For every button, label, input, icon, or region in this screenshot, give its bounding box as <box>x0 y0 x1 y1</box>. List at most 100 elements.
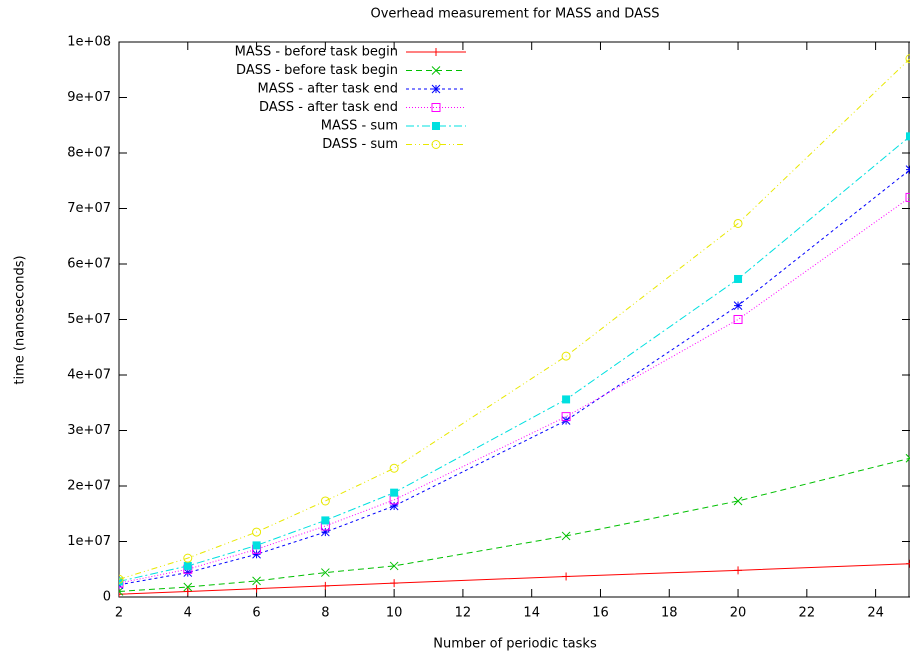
series-line <box>119 457 910 592</box>
x-tick-label: 4 <box>184 606 192 621</box>
marker <box>562 572 571 581</box>
plot-frame <box>118 41 910 598</box>
marker-shape <box>562 395 571 404</box>
y-tick-label: 3e+07 <box>67 423 111 438</box>
marker <box>390 579 399 588</box>
marker <box>183 587 192 596</box>
marker <box>252 584 261 593</box>
y-tick-label: 2e+07 <box>67 479 111 494</box>
series-line <box>119 196 910 584</box>
marker <box>905 453 910 463</box>
marker-shape <box>905 54 910 64</box>
marker-shape <box>252 527 262 537</box>
marker <box>252 576 261 586</box>
x-tick-label: 16 <box>592 606 609 621</box>
x-tick-label: 22 <box>799 606 816 621</box>
legend-label: DASS - before task begin <box>236 63 398 78</box>
marker <box>905 54 910 64</box>
marker-shape <box>431 103 441 112</box>
marker <box>734 566 743 575</box>
marker-stroke <box>320 527 330 537</box>
marker <box>905 165 910 175</box>
x-tick-label: 14 <box>523 606 540 621</box>
series-line <box>119 169 910 586</box>
marker <box>734 274 743 283</box>
marker <box>733 218 743 228</box>
marker <box>389 561 399 571</box>
marker <box>733 301 743 310</box>
marker <box>561 412 571 422</box>
marker-stroke <box>389 561 399 571</box>
marker-stroke <box>119 590 124 596</box>
marker-shape <box>252 541 261 550</box>
y-tick-label: 4e+07 <box>67 368 111 383</box>
y-tick-label: 8e+07 <box>67 146 111 161</box>
marker-shape <box>733 315 743 324</box>
marker-stroke <box>183 582 193 592</box>
y-tick-label: 6e+07 <box>67 257 111 272</box>
marker <box>252 541 261 550</box>
chart-title: Overhead measurement for MASS and DASS <box>371 7 660 22</box>
marker <box>733 496 743 506</box>
marker <box>906 132 910 141</box>
marker <box>321 516 330 525</box>
marker <box>252 549 261 559</box>
legend-label: MASS - sum <box>321 119 398 134</box>
marker <box>561 531 571 541</box>
marker <box>119 587 124 596</box>
marker <box>183 553 193 563</box>
marker <box>561 351 571 361</box>
x-tick-label: 10 <box>386 606 403 621</box>
x-tick-label: 20 <box>730 606 747 621</box>
marker-shape <box>320 496 330 506</box>
marker-shape <box>389 463 399 473</box>
marker-shape <box>905 192 910 202</box>
plot-area <box>119 54 910 597</box>
y-tick-label: 5e+07 <box>67 312 111 327</box>
marker <box>119 577 123 586</box>
marker <box>733 315 743 324</box>
marker-stroke <box>561 531 571 541</box>
marker <box>320 527 330 537</box>
series-line <box>119 563 910 595</box>
marker-shape <box>390 488 399 497</box>
x-tick-label: 12 <box>455 606 472 621</box>
marker-shape <box>183 561 192 570</box>
legend-marker <box>431 84 441 94</box>
marker-shape <box>906 132 910 141</box>
marker-shape <box>561 412 571 422</box>
marker <box>906 559 910 568</box>
series-line <box>119 135 910 582</box>
y-tick-label: 9e+07 <box>67 90 111 105</box>
marker <box>320 568 330 577</box>
marker <box>562 395 571 404</box>
marker-shape <box>734 274 743 283</box>
x-tick-label: 6 <box>252 606 260 621</box>
marker-shape <box>432 122 440 130</box>
x-tick-label: 24 <box>867 606 884 621</box>
y-tick-label: 0 <box>103 590 111 605</box>
marker <box>905 192 910 202</box>
marker <box>252 527 262 537</box>
legend-marker <box>432 48 440 56</box>
marker-stroke <box>431 84 441 94</box>
y-tick-label: 7e+07 <box>67 201 111 216</box>
x-tick-label: 8 <box>321 606 329 621</box>
x-tick-label: 2 <box>115 606 123 621</box>
marker <box>389 463 399 473</box>
marker-stroke <box>905 168 910 175</box>
marker <box>321 581 330 590</box>
marker <box>390 488 399 497</box>
marker-shape <box>321 516 330 525</box>
marker-stroke <box>320 568 330 577</box>
legend-label: MASS - before task begin <box>235 45 398 60</box>
marker-stroke <box>733 496 743 506</box>
marker-stroke <box>252 549 261 559</box>
series-line <box>119 58 910 580</box>
y-tick-label: 1e+08 <box>67 35 111 50</box>
marker-stroke <box>733 301 743 310</box>
marker-stroke <box>389 501 399 511</box>
marker-stroke <box>431 66 441 75</box>
legend-marker <box>431 140 441 149</box>
